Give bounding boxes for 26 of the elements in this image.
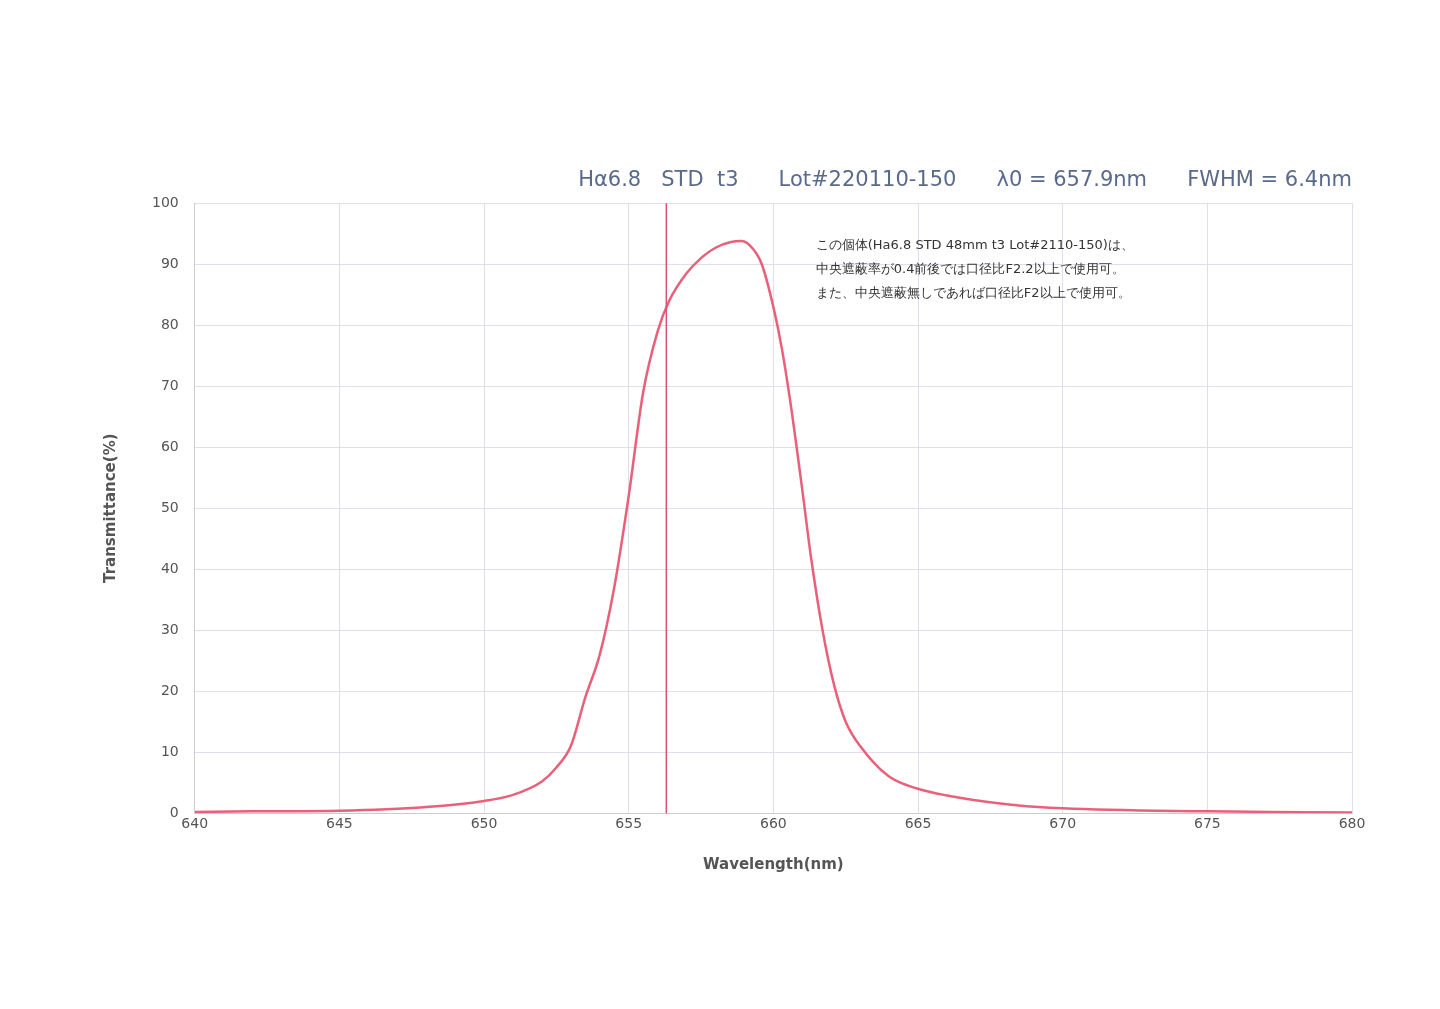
y-tick-label: 30 (160, 620, 179, 637)
y-tick-label: 80 (160, 315, 179, 332)
annotation: 中央遮蔽率が0.4前後では口径比F2.2以上で使用可。 (815, 260, 1125, 276)
x-axis-title: Wavelength(nm) (703, 854, 844, 873)
y-tick-label: 50 (160, 498, 179, 515)
chart-title: Hα6.8 STD t3 Lot#220110-150 λ0 = 657.9nm FWHM = 6.4nm (578, 167, 1352, 192)
y-tick-label: 70 (160, 376, 179, 393)
x-tick-label: 680 (1338, 815, 1366, 832)
x-tick-label: 645 (326, 815, 353, 832)
y-tick-label: 0 (169, 803, 179, 820)
y-tick-label: 60 (160, 437, 179, 454)
x-tick-label: 660 (759, 815, 787, 832)
x-tick-label: 640 (181, 815, 209, 832)
y-tick-label: 90 (160, 254, 179, 271)
y-tick-label: 10 (160, 742, 179, 759)
annotation: また、中央遮蔽無しであれば口径比F2以上で使用可。 (815, 284, 1131, 300)
x-tick-label: 675 (1193, 815, 1221, 832)
x-tick-label: 665 (904, 815, 932, 832)
annotation: この個体(Ha6.8 STD 48mm t3 Lot#2110-150)は、 (815, 236, 1134, 252)
y-axis-title: Transmittance(%) (100, 433, 119, 583)
x-tick-label: 670 (1049, 815, 1077, 832)
y-tick-label: 100 (151, 193, 179, 210)
x-tick-label: 655 (615, 815, 643, 832)
y-tick-label: 20 (160, 681, 179, 698)
x-tick-label: 650 (470, 815, 498, 832)
y-tick-label: 40 (160, 559, 179, 576)
